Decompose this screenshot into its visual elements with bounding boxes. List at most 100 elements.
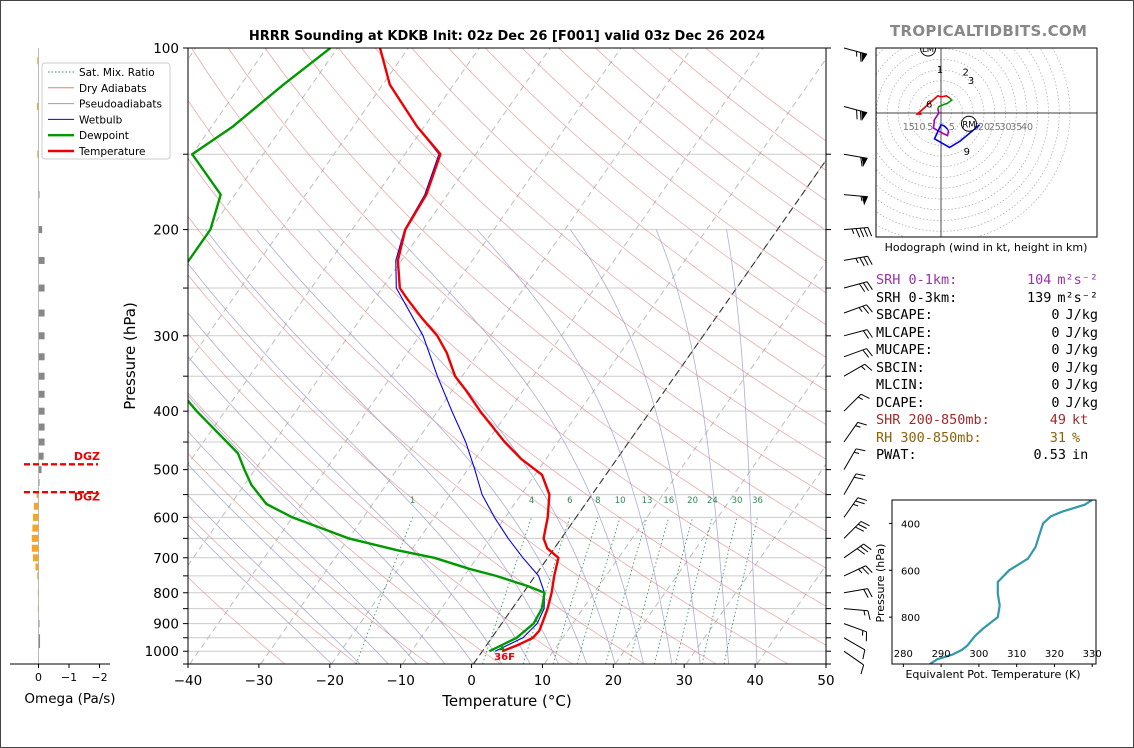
skewt-panel: 1 4 6 8 10 13 16 20 24 30 36 36F −40 −30 −20 −10 0 10 20 30… bbox=[145, 41, 835, 689]
dry-adiabat bbox=[188, 157, 789, 664]
theta-e-x-tick-label: 300 bbox=[969, 649, 988, 660]
hodograph-height-label: 9 bbox=[964, 147, 970, 158]
isotherm bbox=[188, 48, 551, 567]
wind-barb bbox=[843, 153, 868, 167]
mixing-ratio-line bbox=[723, 517, 758, 664]
omega-bar bbox=[38, 256, 45, 264]
mixing-ratio-label: 8 bbox=[595, 496, 600, 506]
index-unit: J/kg bbox=[1065, 359, 1098, 376]
theta-e-x-tick-label: 290 bbox=[932, 649, 951, 660]
mixing-ratio-label: 6 bbox=[567, 496, 572, 506]
omega-tick-label: −2 bbox=[91, 671, 107, 684]
mixing-ratio-line bbox=[522, 517, 571, 664]
omega-bar bbox=[38, 478, 40, 486]
storm-motion-marker bbox=[960, 115, 977, 132]
wind-barbs bbox=[843, 47, 873, 675]
omega-bar bbox=[38, 372, 45, 380]
index-unit: J/kg bbox=[1065, 307, 1098, 323]
mixing-ratio-label: 4 bbox=[529, 496, 534, 506]
y-axis-label: Pressure (hPa) bbox=[121, 302, 139, 410]
dry-adiabat bbox=[227, 48, 826, 569]
omega-bar bbox=[38, 438, 45, 446]
index-row: SRH 0-3km: 139 m²s⁻² bbox=[876, 290, 1098, 308]
index-label: PWAT: bbox=[876, 447, 917, 463]
index-value: 0 bbox=[1051, 342, 1060, 358]
index-unit: m²s⁻² bbox=[1057, 272, 1098, 288]
index-row: SBCIN: 0 J/kg bbox=[876, 360, 1098, 378]
index-row: SBCAPE: 0 J/kg bbox=[876, 307, 1098, 325]
omega-tick-label: −1 bbox=[61, 671, 77, 684]
wetbulb-line bbox=[379, 48, 546, 652]
index-row: SHR 200-850mb: 49 kt bbox=[876, 412, 1098, 430]
dry-adiabat bbox=[188, 576, 286, 664]
pseudoadiabat bbox=[188, 524, 332, 664]
omega-bar bbox=[37, 572, 39, 580]
mixing-ratio-label: 1 bbox=[410, 496, 415, 506]
pseudoadiabat bbox=[188, 262, 531, 664]
dry-adiabat bbox=[448, 48, 826, 358]
wind-barb bbox=[843, 304, 873, 314]
index-unit: kt bbox=[1072, 412, 1089, 428]
mixing-ratio-label: 20 bbox=[687, 496, 698, 506]
wind-barb bbox=[843, 106, 868, 121]
legend-item-label: Wetbulb bbox=[79, 114, 123, 126]
hodograph-ring-label: 5 bbox=[927, 122, 933, 133]
index-label: SRH 0-3km: bbox=[876, 289, 958, 306]
mixing-ratio-line bbox=[654, 517, 693, 664]
index-label: SHR 200-850mb: bbox=[876, 412, 990, 428]
wind-barb bbox=[843, 543, 872, 559]
omega-bar bbox=[38, 407, 45, 415]
sounding-indices: SRH 0-1km: 104 m²s⁻² SRH 0-3km: 139 m²s⁻² SBCA… bbox=[876, 272, 1098, 465]
index-value: 0 bbox=[1051, 377, 1060, 393]
theta-e-x-tick-label: 310 bbox=[1007, 649, 1026, 660]
index-value: 0 bbox=[1051, 394, 1060, 411]
x-tick-label: −20 bbox=[316, 673, 345, 689]
index-label: DCAPE: bbox=[876, 394, 925, 411]
index-value: 0 bbox=[1051, 307, 1060, 323]
theta-e-y-tick-label: 400 bbox=[901, 519, 920, 530]
hodograph-ring-label: 5 bbox=[949, 122, 955, 133]
dry-adiabat bbox=[188, 514, 358, 664]
index-unit: % bbox=[1072, 429, 1081, 446]
index-label: SRH 0-1km: bbox=[876, 272, 958, 288]
mixing-ratio-line bbox=[605, 517, 648, 664]
storm-motion-label: LM bbox=[922, 45, 934, 55]
mixing-ratio-label: 13 bbox=[642, 496, 653, 506]
omega-bar bbox=[36, 491, 39, 499]
omega-bar bbox=[38, 634, 41, 642]
dgz-label: DGZ bbox=[74, 491, 100, 504]
wind-barb bbox=[843, 348, 873, 358]
y-tick-label: 900 bbox=[153, 617, 179, 633]
mixing-ratio-line bbox=[576, 517, 621, 664]
omega-bar bbox=[37, 57, 39, 65]
pseudoadiabat bbox=[317, 229, 616, 664]
x-tick-label: 30 bbox=[676, 673, 693, 689]
hodograph-frame bbox=[875, 47, 1098, 238]
pseudoadiabat bbox=[205, 229, 559, 664]
omega-bar bbox=[33, 513, 39, 521]
index-label: RH 300-850mb: bbox=[876, 429, 982, 446]
isotherm bbox=[188, 48, 480, 465]
omega-bar bbox=[38, 309, 45, 317]
isotherm bbox=[189, 48, 622, 664]
surface-marker bbox=[499, 645, 506, 651]
x-tick-label: −40 bbox=[174, 673, 203, 689]
dry-adiabat bbox=[188, 333, 573, 664]
wind-barb bbox=[843, 588, 873, 598]
isotherm bbox=[685, 463, 826, 664]
index-row: MLCIN: 0 J/kg bbox=[876, 377, 1098, 395]
y-tick-label: 200 bbox=[153, 223, 179, 239]
x-tick-label: −30 bbox=[245, 673, 274, 689]
y-tick-label: 300 bbox=[153, 329, 179, 345]
mixing-ratio-line bbox=[355, 517, 413, 664]
wind-barb bbox=[843, 520, 870, 539]
wind-barb bbox=[843, 329, 873, 339]
y-tick-label: 100 bbox=[153, 41, 179, 57]
legend-item-label: Sat. Mix. Ratio bbox=[79, 67, 155, 79]
dry-adiabat bbox=[188, 99, 826, 646]
hodograph-trace bbox=[937, 97, 954, 110]
wind-barb bbox=[843, 473, 866, 495]
index-value: 0 bbox=[1051, 324, 1060, 341]
omega-bar bbox=[36, 102, 39, 110]
